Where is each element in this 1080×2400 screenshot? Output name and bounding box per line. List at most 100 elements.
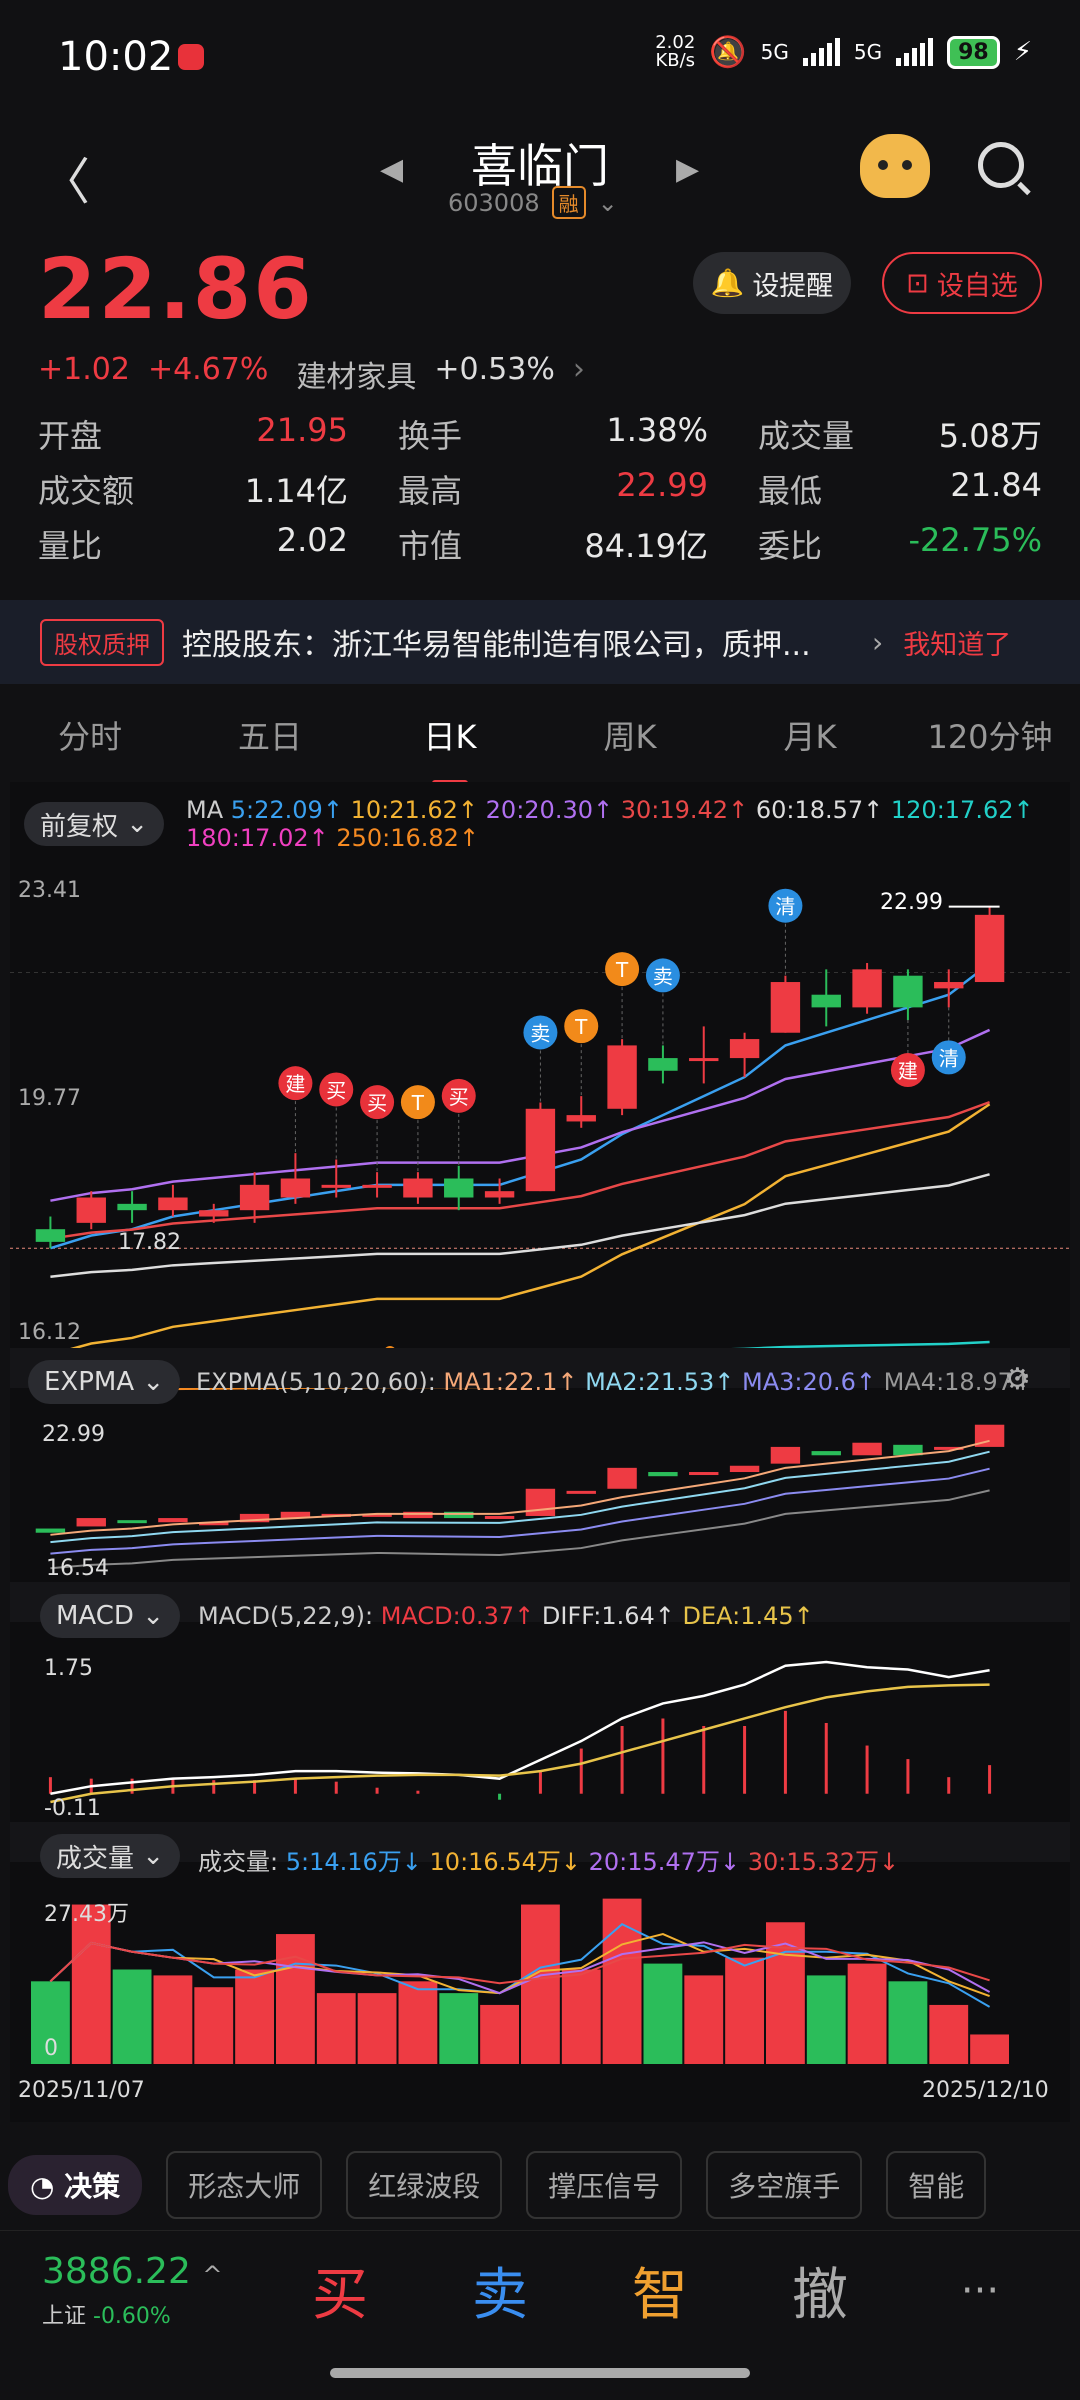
quote-cell: 成交量 5.08万 bbox=[758, 411, 1042, 457]
volume-bar bbox=[970, 2034, 1009, 2064]
candle-body bbox=[158, 1197, 188, 1211]
volume-ma-line bbox=[49, 1933, 990, 1998]
sector-name[interactable]: 建材家具 bbox=[296, 360, 417, 395]
expma-select[interactable]: EXPMA ⌄ bbox=[28, 1360, 181, 1404]
tab-0[interactable]: 分时 bbox=[57, 718, 122, 756]
candle-body bbox=[689, 1058, 719, 1062]
expma-candle bbox=[770, 1446, 801, 1464]
last-price: 22.86 bbox=[38, 240, 314, 338]
diff-line bbox=[50, 1660, 990, 1795]
volume-select[interactable]: 成交量 ⌄ bbox=[40, 1834, 181, 1878]
cancel-order-button[interactable]: 撤 bbox=[792, 2263, 848, 2328]
ma-line bbox=[50, 1103, 991, 1356]
quote-label: 成交量 bbox=[758, 416, 855, 455]
buy-button[interactable]: 买 bbox=[312, 2263, 368, 2328]
price-change: +1.02 bbox=[38, 352, 130, 387]
legend-item: 20:15.47万↓ bbox=[588, 1848, 748, 1876]
add-watchlist-button[interactable]: ⊡ 设自选 bbox=[882, 252, 1042, 314]
signal-marker bbox=[890, 1053, 925, 1088]
quote-label: 量比 bbox=[38, 526, 103, 565]
set-alert-button[interactable]: 🔔 设提醒 bbox=[693, 252, 851, 314]
adjust-select[interactable]: 前复权 ⌄ bbox=[24, 802, 165, 846]
tool-flag[interactable]: 多空旗手 bbox=[706, 2151, 863, 2219]
sell-button[interactable]: 卖 bbox=[472, 2263, 528, 2328]
signal2-icon bbox=[896, 38, 934, 66]
candle-body bbox=[484, 1191, 515, 1198]
tab-3[interactable]: 周K bbox=[603, 718, 657, 756]
period-tabs: 分时 五日 日K 周K 月K 120分钟 bbox=[0, 690, 1080, 786]
tab-1[interactable]: 五日 bbox=[237, 718, 302, 756]
legend-item: 30:19.42↑ bbox=[620, 796, 756, 824]
next-stock-icon[interactable]: ▶ bbox=[676, 152, 700, 187]
stock-code-row[interactable]: 603008 融 ⌄ bbox=[448, 186, 618, 219]
expma-candle bbox=[852, 1442, 882, 1456]
tool-support[interactable]: 撑压信号 bbox=[526, 2151, 683, 2219]
candle-body bbox=[852, 969, 882, 1008]
legend-item: 10:21.62↑ bbox=[350, 796, 486, 824]
chart-area[interactable]: 前复权 ⌄ MA 5:22.09↑ 10:21.62↑ 20:20.30↑ 30… bbox=[10, 782, 1070, 2122]
y-top-label: 23.41 bbox=[18, 878, 81, 903]
volume-bar bbox=[888, 1981, 928, 2064]
volume-bar bbox=[276, 1934, 315, 2064]
expma-candle bbox=[607, 1467, 637, 1489]
expma-line bbox=[50, 1489, 990, 1570]
signal-label: 清 bbox=[939, 1046, 959, 1070]
panel-header-bg bbox=[10, 1582, 1070, 1622]
candle-body bbox=[280, 1178, 311, 1198]
legend-item: 180:17.02↑ bbox=[186, 824, 337, 852]
status-right: 2.02 KB/s 🔕 5G 5G 98 ⚡ bbox=[655, 34, 1032, 70]
legend-item: EXPMA(5,10,20,60): bbox=[196, 1368, 444, 1396]
decision-button[interactable]: ◔ 决策 bbox=[8, 2155, 143, 2215]
back-icon[interactable]: 〈 bbox=[40, 153, 90, 211]
quote-value: 22.99 bbox=[616, 465, 708, 504]
candle-body bbox=[811, 994, 841, 1008]
tab-2[interactable]: 日K bbox=[360, 712, 540, 786]
panel-header-bg bbox=[10, 1822, 1070, 1862]
home-indicator[interactable] bbox=[330, 2368, 750, 2378]
quote-label: 最低 bbox=[758, 471, 823, 510]
expma-candle bbox=[280, 1511, 311, 1519]
legend-item: 120:17.62↑ bbox=[890, 796, 1034, 824]
volume-bar bbox=[521, 1904, 560, 2064]
legend-item: 60:18.57↑ bbox=[755, 796, 891, 824]
volume-bar bbox=[398, 1981, 438, 2064]
dismiss-link[interactable]: 我知道了 bbox=[903, 629, 1012, 661]
smart-button[interactable]: 智 bbox=[632, 2263, 688, 2328]
mascot-icon[interactable] bbox=[860, 134, 930, 198]
prev-stock-icon[interactable]: ◀ bbox=[380, 152, 404, 187]
legend-item: MA1:22.1↑ bbox=[443, 1368, 586, 1396]
volume-bar bbox=[316, 1993, 356, 2064]
expma-candle bbox=[811, 1451, 841, 1456]
ma-legend-2: 180:17.02↑ 250:16.82↑ bbox=[186, 824, 479, 852]
volume-bar bbox=[31, 1981, 70, 2064]
volume-top-label: 27.43万 bbox=[44, 1902, 129, 1927]
settings-icon[interactable]: ⚙ bbox=[1004, 1362, 1031, 1397]
macd-top-label: 1.75 bbox=[44, 1656, 93, 1681]
expma-candle bbox=[566, 1490, 596, 1494]
app-notification-icon bbox=[178, 44, 204, 70]
tool-wave[interactable]: 红绿波段 bbox=[346, 2151, 503, 2219]
expma-candle bbox=[934, 1446, 964, 1450]
notice-banner[interactable]: 股权质押 控股股东：浙江华易智能制造有限公司，质押... › 我知道了 bbox=[0, 600, 1080, 684]
tool-smart[interactable]: 智能 bbox=[886, 2151, 987, 2219]
search-icon[interactable] bbox=[978, 142, 1024, 188]
notice-tag: 股权质押 bbox=[40, 618, 164, 666]
tool-pattern[interactable]: 形态大师 bbox=[166, 2151, 323, 2219]
candle-body bbox=[648, 1058, 678, 1071]
watchlist-icon: ⊡ bbox=[906, 267, 929, 299]
tab-5[interactable]: 120分钟 bbox=[927, 718, 1053, 756]
macd-select[interactable]: MACD ⌄ bbox=[40, 1594, 180, 1638]
index-quote[interactable]: 3886.22 ^ 上证 -0.60% bbox=[0, 2251, 260, 2330]
volume-bar bbox=[153, 1975, 193, 2064]
expma-legend: EXPMA(5,10,20,60): MA1:22.1↑ MA2:21.53↑ … bbox=[196, 1368, 1033, 1396]
tool-bar: ◔ 决策 形态大师 红绿波段 撑压信号 多空旗手 智能 bbox=[0, 2130, 1080, 2240]
candle-body bbox=[444, 1178, 474, 1198]
quote-row: 开盘 21.95 换手 1.38% 成交量 5.08万 bbox=[38, 406, 1042, 461]
quote-row: 量比 2.02 市值 84.19亿 委比 -22.75% bbox=[38, 516, 1042, 571]
ma-legend: MA 5:22.09↑ 10:21.62↑ 20:20.30↑ 30:19.42… bbox=[186, 796, 1034, 824]
quote-cell: 最高 22.99 bbox=[398, 466, 758, 512]
tab-4[interactable]: 月K bbox=[783, 718, 837, 756]
more-icon[interactable]: ··· bbox=[960, 2267, 1000, 2314]
expma-line bbox=[50, 1439, 990, 1536]
expma-candle bbox=[362, 1513, 392, 1517]
